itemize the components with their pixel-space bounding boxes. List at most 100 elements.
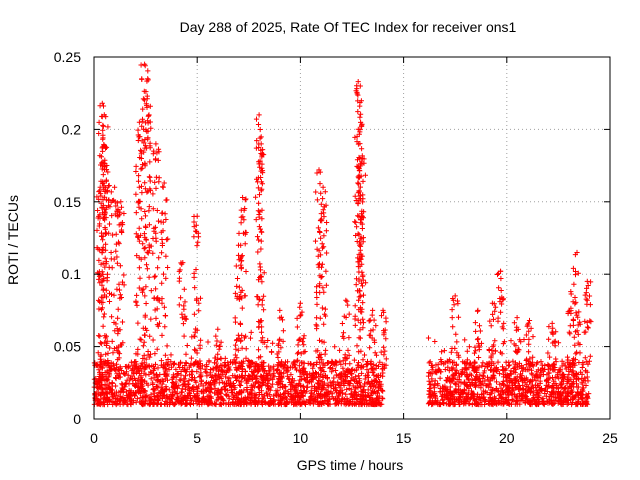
data-point: [254, 234, 261, 240]
chart-title: Day 288 of 2025, Rate Of TEC Index for r…: [180, 19, 517, 35]
data-point: [343, 377, 349, 383]
data-point: [242, 241, 248, 247]
data-point: [371, 382, 377, 388]
data-point: [194, 350, 200, 356]
data-point: [363, 361, 370, 367]
data-point: [164, 237, 170, 243]
data-point: [255, 368, 262, 374]
data-point: [479, 363, 485, 369]
data-point: [138, 362, 144, 368]
data-point: [232, 392, 238, 398]
data-point: [315, 381, 321, 387]
data-point: [113, 401, 119, 407]
data-point: [156, 179, 162, 185]
data-point: [138, 383, 144, 389]
data-point: [132, 382, 138, 389]
data-point: [217, 343, 223, 349]
data-point: [321, 289, 327, 295]
data-point: [142, 208, 148, 215]
data-point: [455, 314, 462, 320]
data-point: [327, 364, 334, 371]
data-point: [313, 386, 320, 392]
data-point: [253, 217, 259, 223]
data-point: [200, 383, 206, 389]
data-point: [144, 78, 150, 84]
data-point: [346, 335, 352, 341]
data-point: [147, 103, 153, 109]
data-point: [583, 382, 589, 389]
data-point: [143, 393, 149, 400]
data-point: [277, 392, 283, 398]
data-point: [288, 386, 294, 392]
data-point: [344, 386, 350, 392]
data-point: [140, 343, 146, 349]
data-point: [203, 399, 209, 405]
data-point: [165, 236, 171, 242]
data-point: [237, 389, 243, 395]
data-point: [276, 337, 282, 343]
data-point: [321, 233, 327, 239]
data-point: [294, 324, 300, 330]
data-point: [280, 328, 286, 334]
data-point: [97, 392, 103, 398]
data-point: [115, 366, 121, 373]
x-tick-label: 25: [602, 430, 618, 446]
data-point: [116, 398, 123, 404]
data-point: [380, 370, 386, 376]
data-point: [97, 333, 103, 339]
data-point: [190, 362, 196, 368]
data-point: [104, 398, 110, 404]
data-point: [140, 401, 146, 408]
data-point: [349, 371, 355, 377]
data-point: [377, 401, 383, 408]
data-point: [356, 373, 362, 379]
data-point: [223, 374, 229, 380]
data-point: [230, 373, 236, 379]
data-point: [308, 374, 314, 380]
data-point: [506, 363, 512, 369]
data-point: [113, 248, 119, 254]
data-point: [370, 307, 376, 313]
data-point: [453, 331, 459, 337]
data-point: [256, 112, 262, 118]
data-point: [355, 109, 361, 115]
data-point: [309, 384, 315, 390]
data-point: [585, 378, 591, 384]
data-point: [546, 336, 552, 342]
data-point: [143, 356, 149, 362]
data-point: [148, 316, 154, 322]
data-point: [318, 190, 324, 196]
data-point: [319, 261, 325, 267]
data-point: [312, 369, 319, 376]
data-point: [472, 344, 478, 350]
data-point: [323, 387, 329, 393]
data-point: [176, 302, 182, 308]
data-point: [435, 362, 441, 368]
data-point: [509, 396, 515, 403]
data-point: [121, 272, 127, 278]
data-point: [133, 210, 139, 216]
data-point: [114, 286, 120, 292]
data-point: [199, 363, 205, 369]
data-point: [179, 386, 185, 392]
data-point: [139, 76, 145, 82]
data-point: [106, 221, 113, 227]
data-point: [493, 304, 499, 310]
data-point: [162, 401, 168, 407]
data-point: [133, 163, 139, 169]
x-tick-label: 10: [293, 430, 309, 446]
data-point: [359, 269, 365, 275]
data-point: [159, 300, 165, 306]
data-point: [206, 359, 212, 365]
data-point: [446, 368, 452, 374]
data-point: [355, 380, 361, 386]
data-point: [297, 397, 303, 403]
data-point: [295, 349, 301, 355]
data-point: [100, 172, 106, 178]
data-point: [346, 311, 352, 317]
data-point: [314, 301, 320, 307]
data-point: [538, 359, 544, 365]
data-point: [255, 249, 261, 255]
data-point: [371, 366, 377, 372]
data-point: [539, 362, 545, 368]
